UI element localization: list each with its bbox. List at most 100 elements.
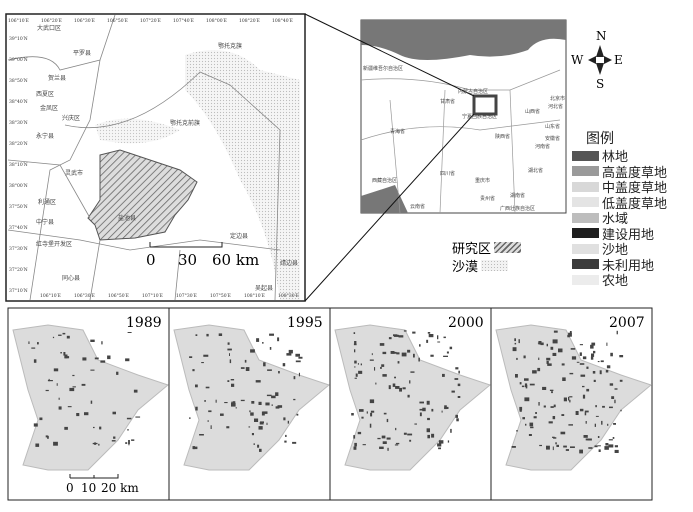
longitude-tick: 107°50′E	[210, 293, 231, 299]
longitude-tick: 106°30′E	[74, 18, 95, 24]
land-patch	[451, 390, 455, 393]
land-patch	[608, 439, 613, 441]
land-patch	[530, 426, 534, 429]
land-patch	[570, 348, 576, 350]
latitude-tick: 38°20′N	[9, 141, 28, 147]
land-patch	[443, 355, 448, 357]
land-patch	[227, 342, 230, 345]
legend-label: 沙地	[602, 243, 629, 259]
land-use-panel-1989: 1989	[7, 307, 170, 501]
land-patch	[441, 410, 443, 413]
province-label: 山东省	[545, 123, 560, 130]
land-patch	[45, 435, 48, 438]
land-patch	[538, 357, 540, 360]
land-patch	[58, 406, 62, 410]
land-patch	[457, 383, 461, 387]
land-patch	[409, 439, 412, 442]
land-patch	[523, 355, 526, 359]
legend: 图例 林地 高盖度草地 中盖度草地 低盖度草地 水域 建设用地 沙地 未利用地 农地	[572, 128, 667, 289]
land-patch	[516, 430, 518, 432]
land-patch	[595, 405, 597, 408]
land-patch	[351, 413, 354, 416]
land-patch	[556, 444, 559, 447]
place-label: 永宁县	[36, 132, 54, 140]
mongolia-area	[361, 20, 566, 60]
land-patch	[407, 433, 413, 436]
land-patch	[231, 402, 236, 407]
land-patch	[607, 423, 609, 426]
land-patch	[419, 412, 422, 417]
land-patch	[90, 369, 95, 371]
panel-year-label: 1995	[287, 315, 323, 331]
land-patch	[568, 396, 570, 401]
land-patch	[393, 334, 398, 337]
province-label: 湖北省	[528, 167, 543, 174]
scale-label: 10	[81, 481, 96, 495]
land-patch	[370, 412, 373, 417]
south-asia-area	[361, 185, 408, 213]
land-patch	[539, 444, 542, 447]
latitude-tick: 37°50′N	[9, 204, 28, 210]
land-patch	[597, 445, 601, 447]
land-patch	[426, 400, 430, 405]
place-label: 兴庆区	[62, 114, 80, 122]
place-label: 平罗县	[73, 50, 91, 57]
land-patch	[58, 397, 60, 400]
land-patch	[189, 356, 193, 358]
land-patch	[619, 379, 623, 382]
land-patch	[101, 341, 103, 345]
land-patch	[369, 359, 374, 361]
legend-desert: 沙漠	[452, 256, 509, 275]
land-patch	[611, 396, 615, 399]
land-patch	[591, 342, 596, 346]
longitude-tick: 106°50′E	[108, 293, 129, 299]
land-patch	[402, 387, 406, 390]
land-patch	[192, 369, 195, 372]
land-patch	[37, 342, 39, 345]
land-patch	[33, 423, 38, 427]
land-patch	[271, 404, 273, 406]
land-patch	[585, 421, 587, 424]
longitude-tick: 107°20′E	[140, 18, 161, 24]
study-area-shape	[173, 324, 331, 471]
study-area	[87, 149, 198, 241]
place-label: 同心县	[62, 275, 80, 282]
land-patch	[538, 402, 540, 406]
land-patch	[353, 332, 356, 334]
land-patch	[455, 414, 458, 418]
legend-item: 中盖度草地	[572, 179, 667, 196]
legend-item: 低盖度草地	[572, 195, 667, 212]
land-patch	[260, 421, 264, 424]
land-patch	[579, 352, 582, 356]
place-label: 靖边县	[280, 259, 298, 267]
land-patch	[431, 433, 435, 438]
land-patch	[277, 405, 283, 408]
land-patch	[616, 330, 618, 335]
land-patch	[604, 446, 609, 450]
land-patch	[210, 425, 212, 429]
land-patch	[602, 405, 605, 408]
land-patch	[590, 344, 594, 349]
land-patch	[525, 384, 528, 389]
province-label: 北京市	[550, 95, 565, 102]
land-patch	[443, 336, 446, 339]
land-patch	[608, 444, 614, 448]
land-patch	[519, 406, 523, 411]
land-patch	[199, 434, 204, 436]
land-patch	[528, 434, 532, 436]
land-patch	[414, 423, 417, 425]
land-patch	[235, 407, 237, 409]
longitude-tick: 106°10′E	[40, 293, 61, 299]
land-patch	[381, 435, 386, 439]
land-patch	[53, 368, 59, 372]
land-patch	[81, 383, 86, 386]
land-patch	[52, 336, 55, 339]
land-patch	[94, 357, 99, 360]
land-patch	[598, 449, 601, 452]
land-patch	[620, 409, 622, 412]
land-patch	[393, 351, 397, 354]
scale-label: 0	[146, 251, 156, 269]
legend-swatch	[572, 259, 599, 270]
land-patch	[529, 383, 535, 386]
